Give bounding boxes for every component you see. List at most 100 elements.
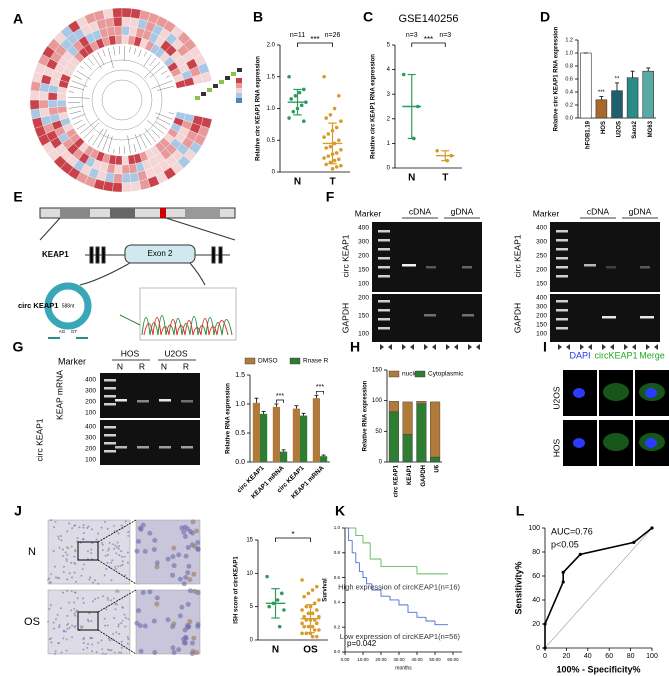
ish-cell xyxy=(82,538,85,541)
dendrogram xyxy=(149,65,165,78)
heatmap-cell xyxy=(47,92,58,101)
roc-point xyxy=(543,622,547,626)
ish-cell xyxy=(71,527,74,530)
ladder-label: 150 xyxy=(358,313,369,320)
ish-cell xyxy=(73,626,76,629)
y-tick-label: 40 xyxy=(532,597,540,604)
ish-cell xyxy=(154,560,160,566)
nucleus xyxy=(645,438,657,448)
ish-cell xyxy=(181,529,187,535)
ish-cell xyxy=(65,558,68,561)
ish-cell xyxy=(68,522,71,525)
ish-cell xyxy=(62,555,65,558)
heatmap-cell xyxy=(29,90,40,101)
lane-label: cDNA xyxy=(409,206,432,216)
ish-cell xyxy=(107,549,110,552)
ish-cell xyxy=(182,534,188,540)
dendrogram xyxy=(144,61,161,78)
y-tick-label: 0.5 xyxy=(267,138,276,144)
ish-cell xyxy=(177,613,183,619)
ish-cell xyxy=(90,548,93,551)
ish-cell xyxy=(53,565,56,568)
gel xyxy=(372,222,482,292)
point xyxy=(339,119,343,123)
dendrogram xyxy=(83,61,93,71)
point xyxy=(317,628,321,632)
panel-letter: A xyxy=(13,11,23,27)
y-axis-label: Survival xyxy=(323,578,329,602)
site-label: AG xyxy=(59,329,66,334)
ish-cell xyxy=(138,526,144,532)
ish-cell xyxy=(87,550,90,553)
point xyxy=(289,97,294,101)
point xyxy=(315,608,319,612)
primer-arrow xyxy=(446,344,458,350)
panel-letter: K xyxy=(335,503,345,519)
dendrogram xyxy=(71,113,86,120)
ish-cell xyxy=(106,624,109,627)
gel-band xyxy=(378,275,390,278)
heatmap-legend xyxy=(236,88,242,93)
point xyxy=(324,146,329,150)
ish-cell xyxy=(73,555,76,558)
y-tick-label: 0 xyxy=(272,170,276,176)
gel-band xyxy=(640,316,654,319)
panel-letter: I xyxy=(543,339,547,355)
dendrogram xyxy=(113,46,116,56)
row-label: GAPDH xyxy=(512,303,522,333)
ladder-label: 200 xyxy=(536,267,547,274)
ish-cell xyxy=(114,608,117,611)
x-tick-label: 0 xyxy=(543,653,547,660)
ladder-label: 400 xyxy=(85,424,96,431)
trace xyxy=(143,317,229,336)
gel-band xyxy=(115,446,127,449)
km-step xyxy=(358,562,363,572)
gel-band xyxy=(137,446,149,449)
heatmap-cell xyxy=(56,93,67,101)
ish-cell xyxy=(88,578,91,581)
ish-cell xyxy=(73,524,76,527)
ish-cell xyxy=(103,617,106,620)
ish-cell xyxy=(86,526,89,529)
ish-cell xyxy=(64,551,67,554)
gel xyxy=(100,373,200,418)
size-label: 588nt xyxy=(62,303,75,309)
km-step xyxy=(351,540,356,554)
exon xyxy=(101,246,106,264)
ish-cell xyxy=(120,622,123,625)
y-tick-label: 0.8 xyxy=(565,63,573,69)
ish-cell xyxy=(57,642,60,645)
ish-cell xyxy=(112,525,115,528)
ish-cell xyxy=(91,650,94,653)
point xyxy=(310,634,315,639)
x-tick-label: 40.00 xyxy=(411,657,423,662)
ish-cell xyxy=(154,595,160,601)
gene-label: KEAP1 xyxy=(42,250,69,259)
row-label: circ KEAP1 xyxy=(340,234,350,277)
ish-cell xyxy=(176,647,182,653)
bar xyxy=(626,77,639,119)
y-axis-label: Relative circ KEAP1 RNA expression xyxy=(256,56,262,161)
ish-cell xyxy=(68,626,71,629)
point xyxy=(280,591,284,596)
ish-cell xyxy=(81,625,84,628)
annotation: p<0.05 xyxy=(551,539,579,549)
panel-letter: D xyxy=(540,9,550,25)
ish-cell xyxy=(195,623,201,629)
x-tick-label: T xyxy=(442,173,448,184)
ish-cell xyxy=(65,559,68,562)
ish-cell xyxy=(50,573,53,576)
point xyxy=(401,72,406,77)
point xyxy=(302,614,307,619)
band xyxy=(110,208,135,218)
dendrogram xyxy=(143,54,152,67)
ish-cell xyxy=(106,527,109,530)
point xyxy=(306,624,311,629)
ish-cell xyxy=(185,544,191,550)
y-tick-label: 5 xyxy=(250,604,254,610)
exon xyxy=(218,246,223,264)
y-tick-label: 0.4 xyxy=(334,600,341,605)
gel-band xyxy=(556,239,568,242)
x-tick-label: circ KEAP1 xyxy=(393,464,399,497)
ish-cell xyxy=(126,642,129,645)
